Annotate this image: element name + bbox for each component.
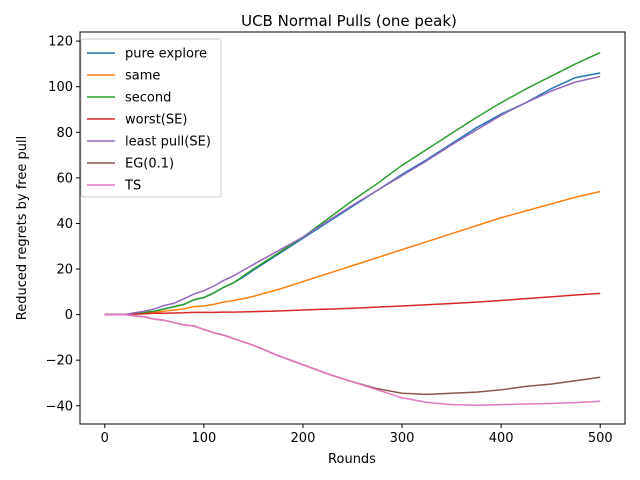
y-tick-label: 0 xyxy=(65,308,73,323)
x-axis-label: Rounds xyxy=(328,452,376,467)
y-tick-label: 100 xyxy=(48,80,73,95)
x-tick-label: 200 xyxy=(291,431,316,446)
y-tick-label: 20 xyxy=(56,263,73,278)
legend-entry: second xyxy=(125,91,171,106)
plot-area xyxy=(104,51,601,407)
series-line-worst-se xyxy=(104,292,601,316)
series-line-least-pull-se xyxy=(104,75,601,316)
x-tick-label: 100 xyxy=(191,431,216,446)
y-tick-label: 80 xyxy=(56,126,73,141)
x-tick-label: 0 xyxy=(101,431,109,446)
x-tick-label: 300 xyxy=(390,431,415,446)
x-tick-label: 500 xyxy=(588,431,613,446)
legend-entry: TS xyxy=(124,179,141,194)
legend: pure explore same second worst(SE) least pul… xyxy=(80,38,222,198)
legend-box xyxy=(80,38,222,198)
series-line-ts xyxy=(104,313,601,407)
y-axis-label: Reduced regrets by free pull xyxy=(15,136,30,320)
chart-title: UCB Normal Pulls (one peak) xyxy=(241,12,457,30)
x-tick-label: 400 xyxy=(489,431,514,446)
y-tick-label: −40 xyxy=(46,399,73,414)
y-tick-label: 120 xyxy=(48,35,73,50)
legend-entry: EG(0.1) xyxy=(125,157,174,172)
legend-entry: pure explore xyxy=(125,47,207,62)
legend-entry: worst(SE) xyxy=(125,113,187,128)
y-tick-label: 60 xyxy=(56,171,73,186)
legend-entry: least pull(SE) xyxy=(125,135,211,150)
plot-frame xyxy=(79,31,626,425)
axis-ticks: 0 100 200 300 400 500 −40 −20 0 20 40 60 80 100 120 xyxy=(46,35,613,446)
series-line-same xyxy=(104,190,601,316)
y-tick-label: 40 xyxy=(56,217,73,232)
series-line-second xyxy=(104,51,601,316)
y-tick-label: −20 xyxy=(46,354,73,369)
legend-entry: same xyxy=(125,69,160,84)
